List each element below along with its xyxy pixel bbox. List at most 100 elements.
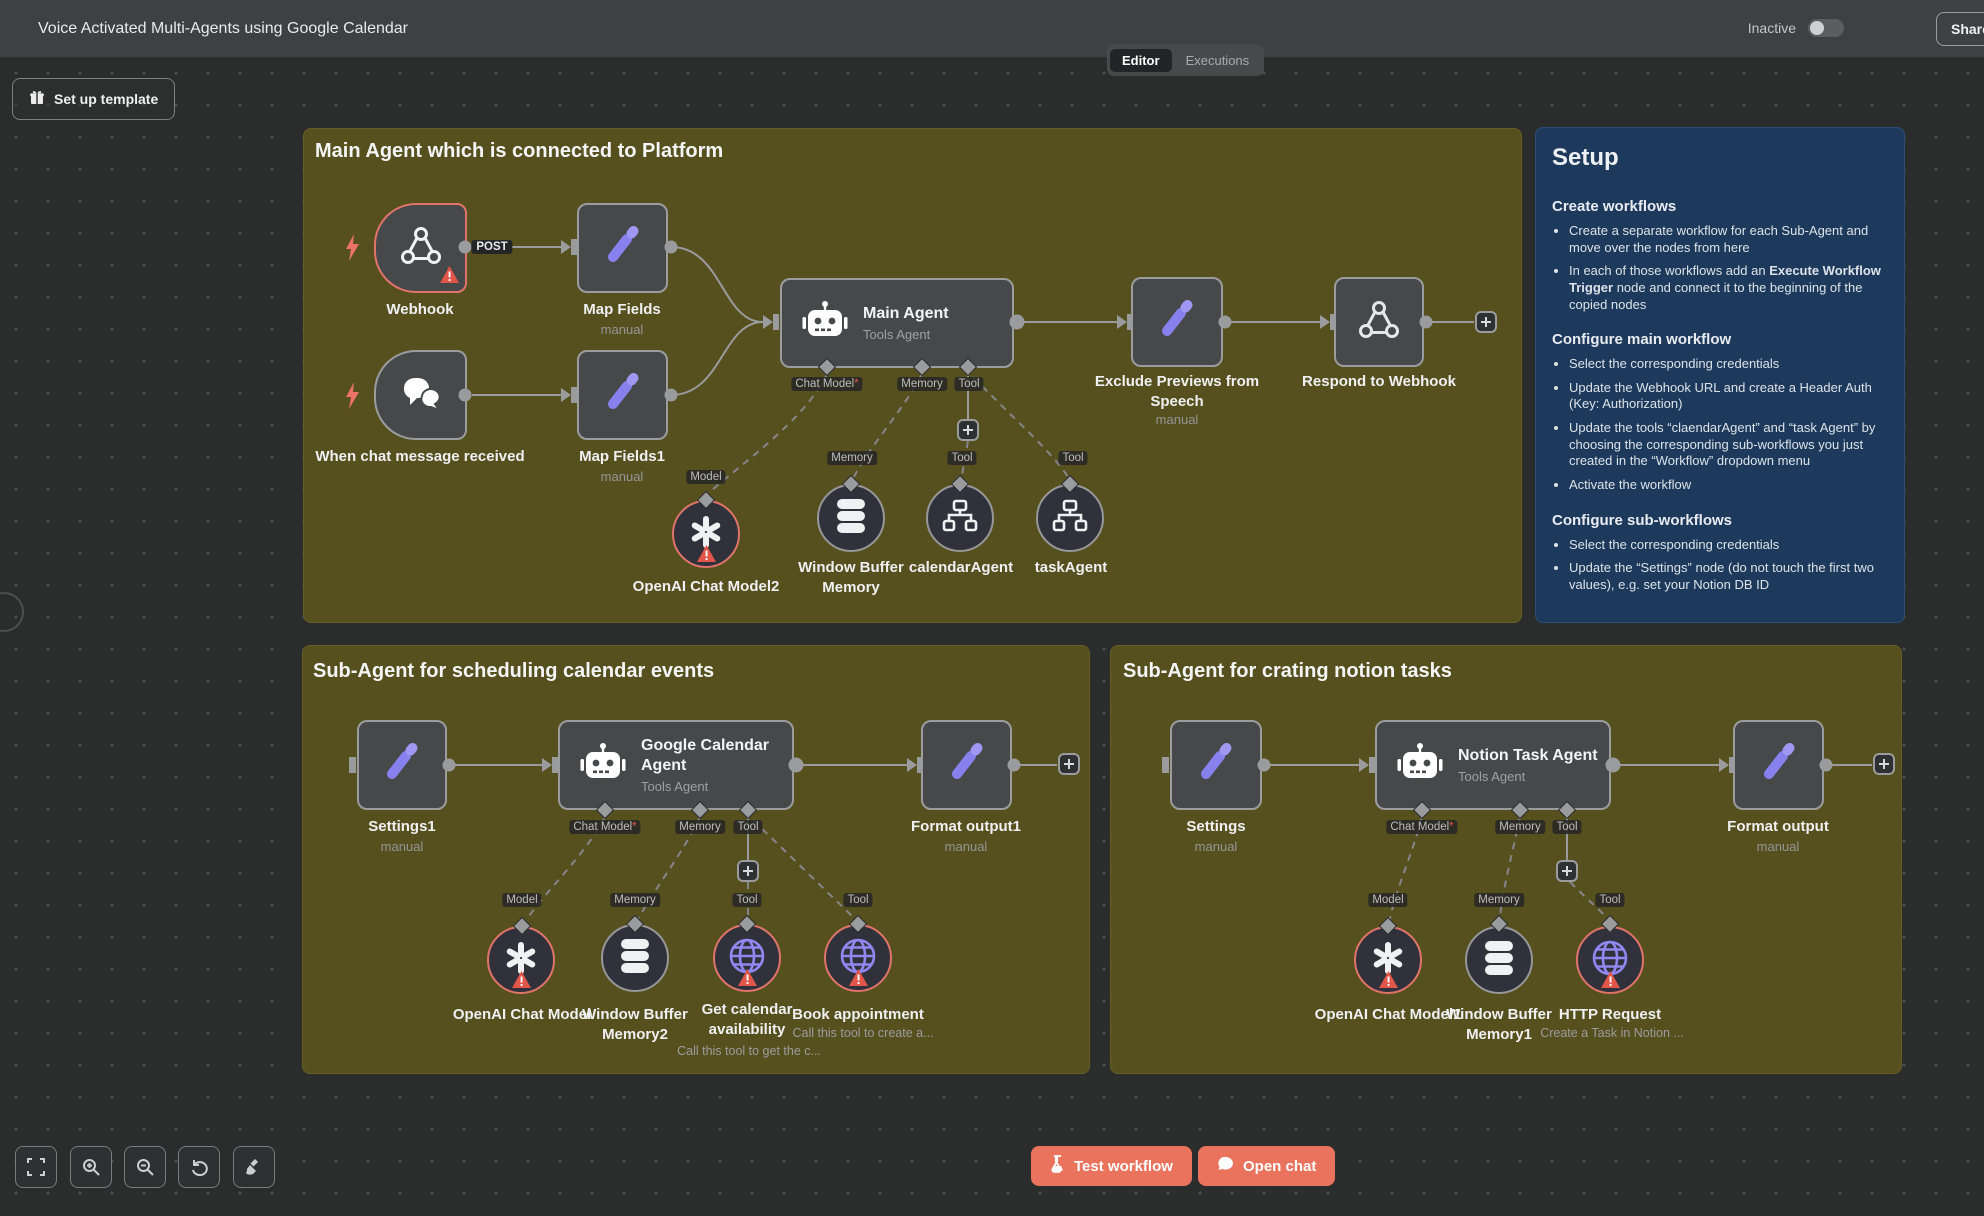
node-respond-webhook[interactable] [1334, 277, 1424, 367]
share-button[interactable]: Share [1936, 12, 1984, 46]
node-label: Respond to Webhook [1302, 373, 1456, 390]
sticky-bullet: Activate the workflow [1569, 477, 1888, 494]
sticky-bullet: Create a separate workflow for each Sub-… [1569, 223, 1888, 256]
node-label: taskAgent [1034, 559, 1108, 576]
add-node-button[interactable] [1058, 753, 1080, 775]
warning-icon [738, 969, 757, 991]
sticky-bullet: Update the Webhook URL and create a Head… [1569, 380, 1888, 413]
test-workflow-label: Test workflow [1074, 1157, 1173, 1175]
tab-editor[interactable]: Editor [1110, 48, 1172, 72]
node-google-calendar-agent[interactable]: Google Calendar Agent Tools Agent [558, 720, 794, 810]
node-label: Format output1 [911, 818, 1021, 835]
tab-executions[interactable]: Executions [1185, 52, 1250, 68]
agent-subtitle: Tools Agent [641, 779, 709, 795]
port-label-tool: Tool [954, 377, 984, 391]
sticky-bullet: Select the corresponding credentials [1569, 356, 1888, 373]
node-label: Map Fields [583, 301, 661, 318]
node-label: Exclude Previews from Speech [1094, 373, 1260, 410]
edit-pencil-icon [947, 742, 987, 788]
port-label-tool: Tool [1552, 820, 1582, 834]
edit-pencil-icon [1759, 742, 1799, 788]
port-label-tool: Tool [1058, 451, 1088, 465]
database-icon [834, 497, 868, 540]
node-settings[interactable] [1170, 720, 1262, 810]
setup-template-button[interactable]: Set up template [12, 78, 176, 120]
node-label: Webhook [386, 301, 454, 318]
port-label-memory: Memory [1474, 893, 1524, 907]
undo-button[interactable] [178, 1146, 220, 1188]
port-label-tool: Tool [947, 451, 977, 465]
flask-icon [1050, 1155, 1065, 1177]
edit-pencil-icon [382, 742, 422, 788]
node-map-fields[interactable] [577, 203, 668, 293]
warning-icon [1601, 971, 1620, 993]
zoom-out-button[interactable] [124, 1146, 166, 1188]
sticky-title: Setup [1552, 144, 1619, 171]
active-toggle[interactable] [1808, 19, 1844, 37]
node-label: Settings [1186, 818, 1246, 835]
node-calendar-agent-tool[interactable] [926, 484, 994, 552]
database-icon [1482, 939, 1516, 982]
port-label-chat-model: Chat Model* [569, 820, 641, 834]
test-workflow-button[interactable]: Test workflow [1031, 1146, 1192, 1186]
port-label-memory: Memory [1495, 820, 1545, 834]
node-label: HTTP Request [1558, 1006, 1662, 1023]
agent-title: Main Agent [863, 304, 949, 322]
warning-icon [512, 971, 531, 993]
node-description: Call this tool to create a... [792, 1026, 934, 1040]
node-label: calendarAgent [908, 559, 1014, 576]
node-label: Window Buffer Memory2 [582, 1006, 688, 1043]
node-main-agent[interactable]: Main Agent Tools Agent [780, 278, 1014, 368]
warning-icon [440, 266, 459, 288]
setup-sticky-note[interactable]: Setup Create workflows Create a separate… [1535, 127, 1905, 623]
chat-bubble-icon [1217, 1156, 1234, 1176]
fit-view-button[interactable] [15, 1146, 57, 1188]
tidy-up-button[interactable] [233, 1146, 275, 1188]
node-format-output[interactable] [1733, 720, 1824, 810]
sticky-heading-create: Create workflows [1552, 198, 1677, 215]
agent-title: Google Calendar Agent [641, 736, 770, 774]
node-window-buffer-memory[interactable] [817, 484, 885, 552]
node-label: OpenAI Chat Model1 [1314, 1006, 1462, 1023]
webhook-icon [399, 225, 443, 272]
node-notion-task-agent[interactable]: Notion Task Agent Tools Agent [1375, 720, 1611, 810]
agent-subtitle: Tools Agent [1458, 769, 1526, 785]
add-tool-button[interactable] [957, 419, 979, 441]
node-task-agent-tool[interactable] [1036, 484, 1104, 552]
node-label: When chat message received [315, 448, 525, 465]
trigger-bolt-icon [346, 382, 359, 414]
node-format-output1[interactable] [921, 720, 1012, 810]
node-window-buffer-memory2[interactable] [601, 924, 669, 992]
port-label-memory: Memory [675, 820, 725, 834]
node-when-chat-received[interactable] [374, 350, 467, 440]
trigger-bolt-icon [346, 234, 359, 266]
status-label: Inactive [1747, 20, 1796, 36]
port-label-memory: Memory [827, 451, 877, 465]
node-window-buffer-memory1[interactable] [1465, 926, 1533, 994]
open-chat-label: Open chat [1243, 1157, 1317, 1175]
setup-template-label: Set up template [54, 91, 159, 107]
edit-pencil-icon [603, 372, 643, 418]
node-settings1[interactable] [357, 720, 447, 810]
chat-bubbles-icon [400, 375, 442, 416]
sitemap-icon [1052, 499, 1088, 538]
port-label-model: Model [1368, 893, 1408, 907]
node-map-fields1[interactable] [577, 350, 668, 440]
add-node-button[interactable] [1873, 753, 1895, 775]
add-node-button[interactable] [1475, 311, 1497, 333]
node-subtitle: manual [1194, 839, 1238, 854]
zoom-in-button[interactable] [70, 1146, 112, 1188]
node-exclude-previews[interactable] [1131, 277, 1223, 367]
agent-title: Notion Task Agent [1458, 746, 1598, 764]
node-label: Window Buffer Memory1 [1446, 1006, 1552, 1043]
openai-icon [687, 513, 725, 556]
sticky-bullet: Update the “Settings” node (do not touch… [1569, 560, 1888, 593]
add-tool-button[interactable] [737, 860, 759, 882]
open-chat-button[interactable]: Open chat [1198, 1146, 1336, 1186]
webhook-icon [1357, 299, 1401, 346]
port-label-tool: Tool [733, 820, 763, 834]
gift-icon [29, 90, 45, 109]
node-label: Format output [1727, 818, 1829, 835]
add-tool-button[interactable] [1556, 860, 1578, 882]
warning-icon [697, 545, 716, 567]
